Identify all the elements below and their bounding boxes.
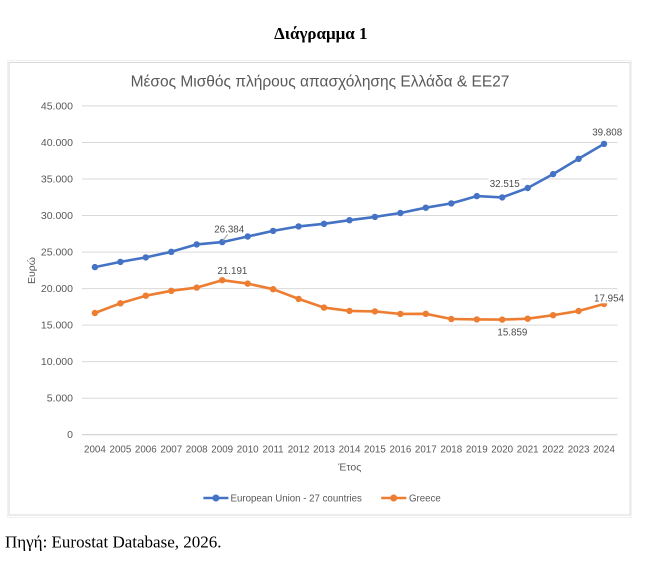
svg-text:2015: 2015	[364, 445, 386, 456]
svg-text:2024: 2024	[593, 445, 615, 456]
svg-text:Έτος: Έτος	[337, 462, 361, 474]
svg-text:45.000: 45.000	[41, 100, 73, 112]
svg-text:21.191: 21.191	[217, 266, 247, 277]
svg-text:26.384: 26.384	[214, 224, 245, 235]
svg-text:Μέσος Μισθός πλήρους απασχόλησ: Μέσος Μισθός πλήρους απασχόλησης Ελλάδα …	[131, 74, 510, 91]
svg-text:2008: 2008	[186, 445, 208, 456]
svg-text:2009: 2009	[211, 445, 233, 456]
svg-text:2013: 2013	[313, 445, 335, 456]
svg-text:5.000: 5.000	[47, 393, 73, 405]
svg-text:20.000: 20.000	[41, 283, 73, 295]
svg-text:32.515: 32.515	[490, 179, 521, 190]
svg-text:2005: 2005	[110, 445, 132, 456]
svg-text:European Union - 27 countries: European Union - 27 countries	[231, 494, 363, 505]
svg-text:2019: 2019	[466, 445, 488, 456]
svg-text:35.000: 35.000	[41, 174, 73, 186]
svg-text:15.000: 15.000	[41, 320, 73, 332]
svg-text:15.859: 15.859	[497, 328, 527, 339]
svg-text:Greece: Greece	[409, 494, 441, 505]
svg-text:2004: 2004	[84, 445, 106, 456]
svg-text:25.000: 25.000	[41, 247, 73, 259]
svg-text:30.000: 30.000	[41, 210, 73, 222]
svg-text:2011: 2011	[263, 445, 284, 456]
svg-text:Ευρώ: Ευρώ	[26, 257, 38, 284]
svg-text:2010: 2010	[237, 445, 259, 456]
svg-text:Πηγή: Eurostat Database, 2026.: Πηγή: Eurostat Database, 2026.	[5, 533, 222, 552]
svg-text:2014: 2014	[339, 445, 361, 456]
svg-text:39.808: 39.808	[592, 128, 623, 139]
svg-text:2007: 2007	[160, 445, 182, 456]
svg-text:2018: 2018	[440, 445, 462, 456]
svg-text:2017: 2017	[415, 445, 437, 456]
svg-text:2006: 2006	[135, 445, 157, 456]
svg-text:Διάγραμμα 1: Διάγραμμα 1	[274, 24, 367, 43]
svg-text:2021: 2021	[517, 445, 539, 456]
svg-text:17.954: 17.954	[594, 293, 625, 304]
svg-text:2020: 2020	[491, 445, 513, 456]
svg-text:0: 0	[67, 429, 73, 441]
svg-text:2022: 2022	[542, 445, 564, 456]
svg-text:2016: 2016	[390, 445, 412, 456]
svg-text:10.000: 10.000	[41, 356, 73, 368]
svg-text:40.000: 40.000	[41, 137, 73, 149]
svg-text:2012: 2012	[288, 445, 310, 456]
svg-text:2023: 2023	[568, 445, 590, 456]
